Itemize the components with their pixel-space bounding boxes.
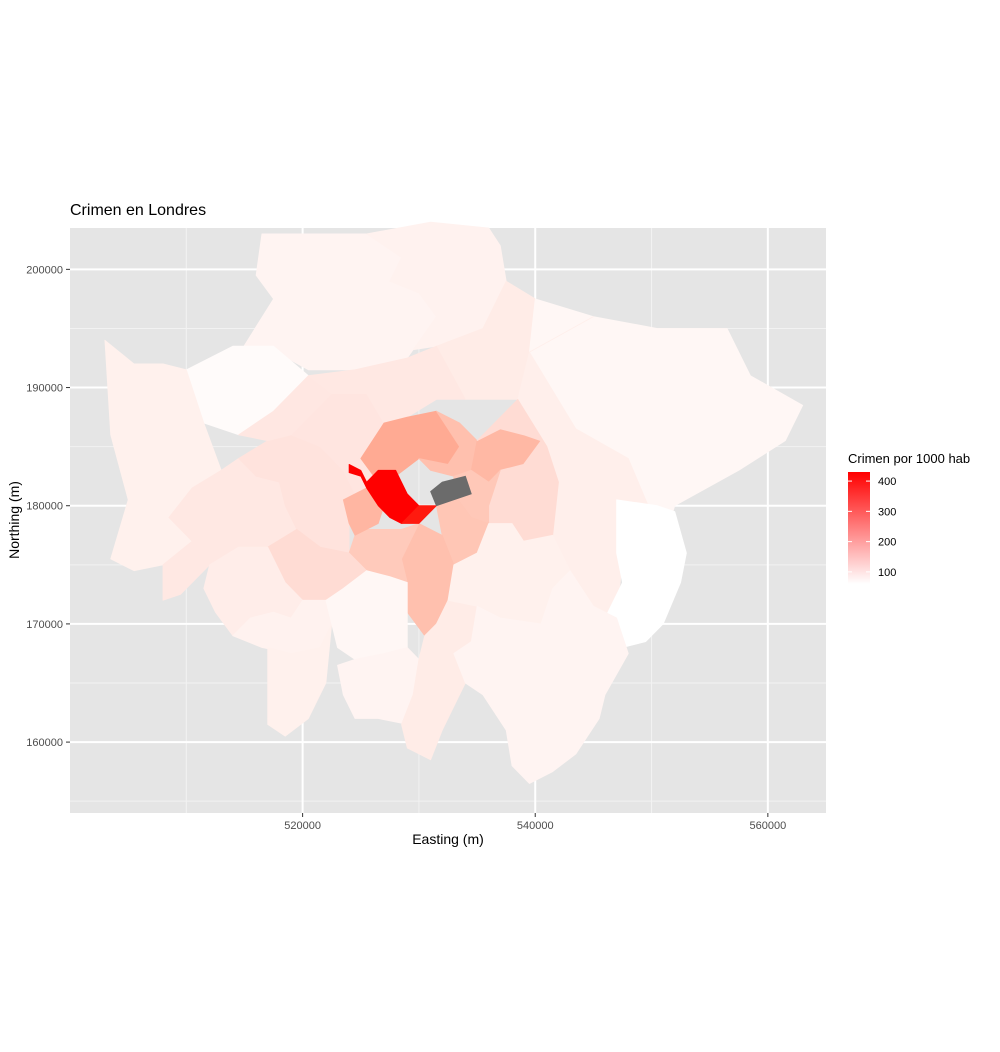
- legend-tick-label: 300: [878, 506, 896, 518]
- legend-title: Crimen por 1000 hab: [848, 451, 971, 466]
- region-polygons: [104, 221, 804, 784]
- y-tick-label: 190000: [26, 383, 63, 395]
- y-tick-label: 200000: [26, 264, 63, 276]
- legend-tick-label: 200: [878, 537, 896, 549]
- y-axis-label: Northing (m): [6, 481, 22, 559]
- borough-region: [307, 345, 466, 424]
- y-tick-label: 160000: [26, 737, 63, 749]
- borough-region: [453, 570, 629, 784]
- x-tick-label: 520000: [284, 820, 321, 832]
- y-tick-label: 170000: [26, 619, 63, 631]
- chart-title: Crimen en Londres: [70, 202, 207, 219]
- legend-colorbar: [848, 472, 870, 584]
- borough-region: [418, 410, 478, 477]
- x-axis-label: Easting (m): [412, 831, 484, 847]
- y-tick-label: 180000: [26, 501, 63, 513]
- x-tick-label: 540000: [517, 820, 554, 832]
- legend: 100 200 300 400: [848, 472, 896, 584]
- axis-ticks: 520000 540000 560000 160000 170000 180000 1900…: [26, 264, 786, 832]
- legend-tick-label: 400: [878, 476, 896, 488]
- borough-region: [325, 570, 408, 660]
- borough-region-missing: [430, 475, 472, 507]
- x-tick-label: 560000: [749, 820, 786, 832]
- borough-region: [267, 623, 333, 737]
- legend-tick-label: 100: [878, 567, 896, 579]
- borough-region: [604, 499, 687, 648]
